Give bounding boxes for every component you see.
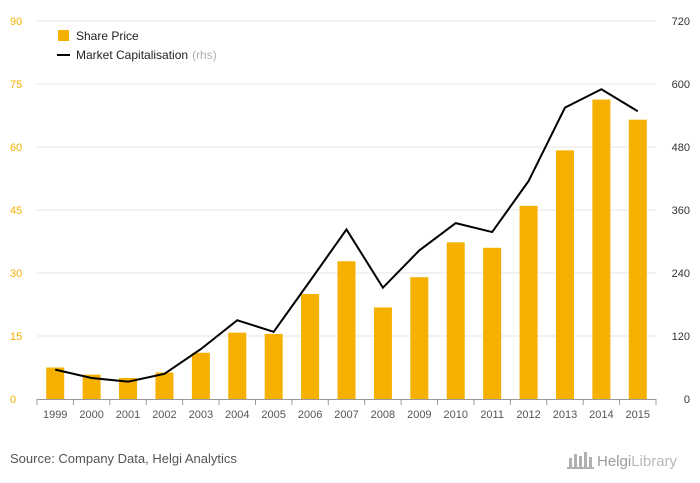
bar-share-price <box>483 247 502 399</box>
logo-bars-icon <box>567 452 594 469</box>
line-market-capitalisation <box>54 88 639 383</box>
legend-swatch-share-price <box>58 30 69 41</box>
legend-label-share-price: Share Price <box>76 29 139 43</box>
bar-share-price <box>155 372 174 399</box>
x-tick-label: 2012 <box>516 409 540 421</box>
bar-share-price <box>555 150 574 399</box>
helgi-library-logo: HelgiLibrary <box>567 452 678 470</box>
y-left-tick-label: 15 <box>10 331 22 343</box>
logo-text-light: Library <box>631 453 677 470</box>
legend-label-market-cap-suffix: (rhs) <box>192 48 217 62</box>
y-left-tick-label: 75 <box>10 79 22 91</box>
x-tick-label: 2004 <box>225 409 249 421</box>
y-left-tick-label: 60 <box>10 142 22 154</box>
x-tick-label: 2007 <box>334 409 358 421</box>
y-right-tick-label: 720 <box>672 16 690 28</box>
bar-share-price <box>191 352 210 399</box>
x-tick-label: 1999 <box>43 409 67 421</box>
share-price-bars <box>46 99 647 399</box>
bar-share-price <box>337 261 356 399</box>
legend-label-market-cap: Market Capitalisation (rhs) <box>76 48 217 62</box>
y-left-tick-label: 90 <box>10 16 22 28</box>
x-tick-label: 2006 <box>298 409 322 421</box>
y-right-tick-label: 480 <box>672 142 690 154</box>
bar-share-price <box>301 294 320 399</box>
y-right-tick-label: 240 <box>672 268 690 280</box>
source-note: Source: Company Data, Helgi Analytics <box>10 451 237 466</box>
x-tick-label: 2014 <box>589 409 613 421</box>
y-left-tick-label: 30 <box>10 268 22 280</box>
bar-share-price <box>82 374 101 399</box>
x-tick-label: 2013 <box>553 409 577 421</box>
x-tick-label: 2015 <box>626 409 650 421</box>
y-axis-right: 0 120 240 360 480 600 720 <box>672 16 690 406</box>
bar-share-price <box>410 277 429 399</box>
y-right-tick-label: 600 <box>672 79 690 91</box>
bar-share-price <box>628 119 647 399</box>
bar-share-price <box>228 332 247 399</box>
bar-share-price <box>264 333 283 399</box>
x-tick-label: 2003 <box>189 409 213 421</box>
y-right-tick-label: 360 <box>672 205 690 217</box>
x-tick-label: 2011 <box>480 409 504 421</box>
bar-share-price <box>592 99 611 399</box>
y-left-tick-label: 0 <box>10 394 16 406</box>
bar-share-price <box>446 242 465 399</box>
y-left-tick-label: 45 <box>10 205 22 217</box>
legend-label-market-cap-name: Market Capitalisation <box>76 48 188 62</box>
gridlines <box>37 20 656 337</box>
x-tick-label: 2005 <box>261 409 285 421</box>
y-right-tick-label: 120 <box>672 331 690 343</box>
x-tick-label: 2002 <box>152 409 176 421</box>
bar-share-price <box>119 378 138 399</box>
x-tick-label: 2010 <box>443 409 467 421</box>
market-cap-line-group <box>54 88 639 383</box>
legend: Share Price Market Capitalisation (rhs) <box>57 29 217 62</box>
y-right-tick-label: 0 <box>684 394 690 406</box>
y-axis-left: 0 15 30 45 60 75 90 <box>10 16 22 406</box>
x-tick-label: 2009 <box>407 409 431 421</box>
bar-share-price <box>519 205 538 399</box>
x-tick-label: 2000 <box>79 409 103 421</box>
bar-share-price <box>46 367 65 399</box>
x-tick-label: 2008 <box>371 409 395 421</box>
logo-text: HelgiLibrary <box>597 453 678 470</box>
logo-text-main: Helgi <box>597 453 631 470</box>
bar-share-price <box>373 307 392 399</box>
x-axis: 1999 2000 2001 2002 2003 2004 2005 2006 2007 2008… <box>36 399 657 421</box>
x-tick-label: 2001 <box>116 409 140 421</box>
